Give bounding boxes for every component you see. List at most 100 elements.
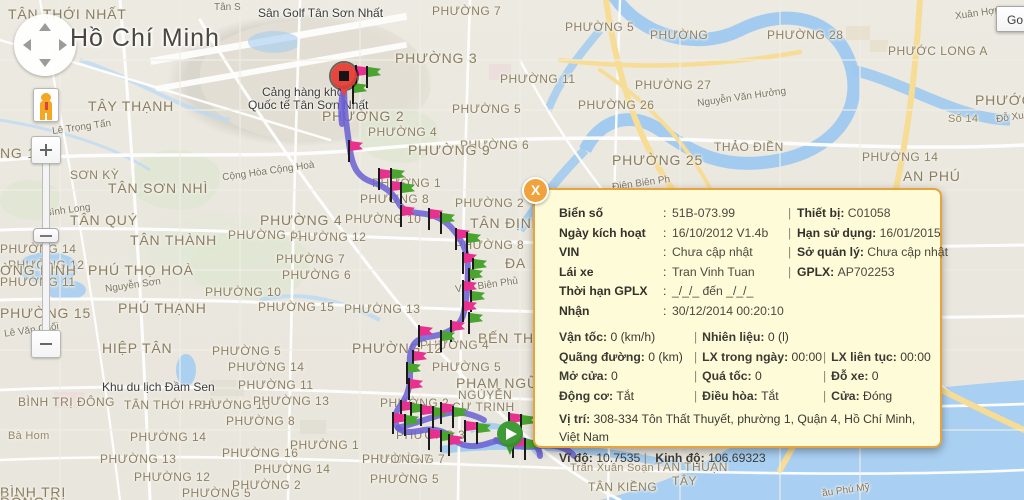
status-row: Vận tốc: 0 (km/h) | Nhiên liệu: 0 (l) <box>559 328 924 348</box>
zoom-control[interactable] <box>31 136 61 358</box>
map-green-area <box>190 230 310 300</box>
building-block <box>870 40 888 52</box>
status-row: Quãng đường: 0 (km) | LX trong ngày: 00:00… <box>559 348 931 368</box>
detail-pipe: | <box>788 225 792 240</box>
location-label: Vị trí: <box>559 412 591 426</box>
zoom-slider-handle[interactable] <box>33 228 59 243</box>
zoom-in-button[interactable] <box>31 136 61 164</box>
detail-pipe: | <box>788 206 792 220</box>
map-type-button[interactable]: Go <box>995 6 1024 32</box>
building-block <box>489 64 511 80</box>
detail-row: Thời hạn GPLX: _/_/_ đến _/_/_ <box>559 282 924 302</box>
building-block <box>210 380 244 396</box>
status-cell: Quãng đường: 0 (km) <box>559 348 694 368</box>
street-view-pegman[interactable] <box>33 88 59 122</box>
pan-right-icon[interactable] <box>59 39 67 51</box>
status-value: 00:00 <box>788 349 823 364</box>
popup-close-button[interactable]: X <box>522 177 549 204</box>
detail-value: Chưa cập nhật <box>672 245 753 259</box>
status-label: Mở cửa: <box>559 369 608 383</box>
detail-pipe: | <box>788 264 792 279</box>
status-label: Động cơ: <box>559 388 614 403</box>
status-label: Quãng đường: <box>559 349 645 364</box>
detail-right-label: Thiết bị: <box>797 206 845 220</box>
status-pipe: | <box>823 388 827 403</box>
status-label: Vận tốc: <box>559 330 608 344</box>
status-label: LX liên tục: <box>831 349 897 364</box>
status-label: Quá tốc: <box>702 369 752 383</box>
building-block <box>846 26 870 40</box>
status-value: 0 (l) <box>764 330 789 344</box>
status-cell: | Nhiên liệu: 0 (l) <box>694 328 823 348</box>
building-block <box>54 392 84 408</box>
detail-value: Tran Vinh Tuan <box>672 264 755 279</box>
detail-separator: : <box>663 206 667 220</box>
latitude-value: 10.7535 <box>596 451 641 465</box>
detail-right-value: Chưa cập nhật <box>863 245 948 259</box>
detail-row: Lái xe: Tran Vinh Tuan | GPLX: AP702253 <box>559 263 924 283</box>
status-cell: Động cơ: Tắt <box>559 387 694 407</box>
detail-separator: : <box>663 245 667 259</box>
detail-separator: : <box>663 303 667 318</box>
status-cell: | Quá tốc: 0 <box>694 367 823 387</box>
pan-down-icon[interactable] <box>39 59 51 67</box>
detail-value: _/_/_ đến _/_/_ <box>672 284 754 298</box>
vehicle-detail-rows: Biển số:51B-073.99 | Thiết bị: C01058 Ngày … <box>559 204 948 322</box>
longitude-label: Kinh độ: <box>655 451 705 465</box>
detail-row: Nhận:30/12/2014 00:20:10 <box>559 302 924 322</box>
status-pipe: | <box>823 349 827 364</box>
detail-value: 51B-073.99 <box>672 206 736 220</box>
status-cell: | Cửa: Đóng <box>823 387 924 407</box>
pan-up-icon[interactable] <box>39 23 51 31</box>
zoom-slider-track[interactable] <box>42 152 50 348</box>
status-value: 0 (km/h) <box>607 330 656 344</box>
status-cell: Vận tốc: 0 (km/h) <box>559 328 694 348</box>
status-cell: Mở cửa: 0 <box>559 367 694 387</box>
detail-label: Ngày kích hoạt <box>559 225 646 240</box>
detail-right-label: Hạn sử dụng: <box>797 225 877 240</box>
detail-value: 16/10/2012 V1.4b <box>672 225 769 240</box>
pan-left-icon[interactable] <box>23 39 31 51</box>
status-label: LX trong ngày: <box>702 349 789 364</box>
status-pipe: | <box>694 330 698 344</box>
detail-separator: : <box>663 225 667 240</box>
detail-separator: : <box>663 264 667 279</box>
detail-row: Biển số:51B-073.99 | Thiết bị: C01058 <box>559 204 924 224</box>
detail-label: Biển số <box>559 206 604 220</box>
detail-label: VIN <box>559 245 580 259</box>
detail-label: Thời hạn GPLX <box>559 284 648 298</box>
longitude-value: 106.69323 <box>708 451 766 465</box>
detail-right-value: 16/01/2015 <box>876 225 941 240</box>
status-value: 0 <box>868 369 879 383</box>
status-value: 0 <box>751 369 762 383</box>
vehicle-info-popup: X Biển số:51B-073.99 | Thiết bị: C01058 Ngà… <box>522 177 948 465</box>
status-cell: | Đỗ xe: 0 <box>823 367 924 387</box>
status-value: Đóng <box>859 388 893 403</box>
detail-value: 30/12/2014 00:20:10 <box>672 303 784 318</box>
status-pipe: | <box>694 349 698 364</box>
detail-label: Lái xe <box>559 264 594 279</box>
map-green-area <box>0 180 60 220</box>
status-pipe: | <box>823 369 827 383</box>
zoom-out-button[interactable] <box>31 330 61 358</box>
status-cell: | Điều hòa: Tắt <box>694 387 823 407</box>
status-value: 0 <box>607 369 618 383</box>
status-pipe: | <box>694 388 698 403</box>
coordinates-row: Vĩ độ: 10.7535 | Kinh độ: 106.69323 <box>559 446 924 469</box>
section-gap <box>559 321 924 328</box>
status-row: Động cơ: Tắt | Điều hòa: Tắt | Cửa: Đóng <box>559 387 924 407</box>
status-value: 00:00 <box>896 349 931 364</box>
status-label: Điều hòa: <box>702 388 758 403</box>
status-pipe: | <box>694 369 698 383</box>
detail-separator: : <box>663 284 667 298</box>
latitude-label: Vĩ độ: <box>559 451 593 465</box>
status-value: Tắt <box>757 388 779 403</box>
detail-row: VIN: Chưa cập nhật | Sở quản lý: Chưa cập n… <box>559 243 948 263</box>
detail-right-label: GPLX: <box>797 264 835 279</box>
building-block <box>300 420 326 434</box>
slider-handle-bar <box>40 234 52 237</box>
location-row: Vị trí: 308-334 Tôn Thất Thuyết, phường … <box>559 406 924 446</box>
status-row: Mở cửa: 0 | Quá tốc: 0 | Đỗ xe: 0 <box>559 367 924 387</box>
pan-control[interactable] <box>14 14 76 76</box>
